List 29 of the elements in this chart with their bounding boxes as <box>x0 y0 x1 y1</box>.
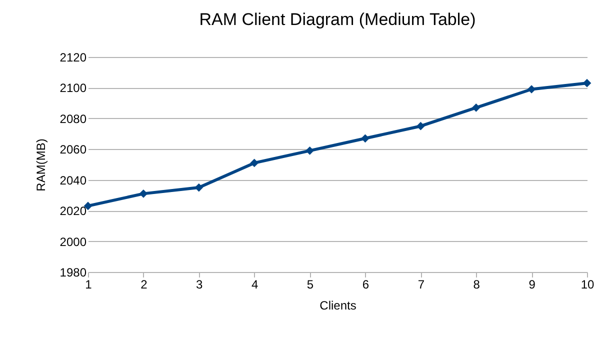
y-axis-title: RAM(MB) <box>34 138 48 192</box>
x-tick-label: 2 <box>140 278 148 292</box>
x-tick-label: 3 <box>196 278 204 292</box>
point <box>194 183 204 192</box>
y-tick-label: 2120 <box>60 50 87 64</box>
point <box>527 85 536 94</box>
x-tick-label: 7 <box>418 278 425 292</box>
point <box>361 134 370 143</box>
x-tick-label: 10 <box>580 278 594 292</box>
point <box>250 158 259 168</box>
point <box>472 103 480 112</box>
point <box>306 146 314 155</box>
y-tick-label: 2080 <box>60 112 87 126</box>
y-tick-label: 2020 <box>60 204 87 218</box>
point <box>416 122 425 130</box>
y-tick-label: 2040 <box>60 173 87 188</box>
chart-title: RAM Client Diagram (Medium Table) <box>199 10 476 29</box>
x-tick-label: 1 <box>85 278 92 292</box>
point <box>139 189 148 198</box>
y-tick-label: 2100 <box>60 81 87 96</box>
x-tick-label: 4 <box>251 278 258 292</box>
x-tick-label: 6 <box>362 278 370 292</box>
y-tick-label: 2000 <box>60 234 87 249</box>
x-tick-label: 9 <box>528 278 536 292</box>
x-axis-title: Clients <box>320 298 356 312</box>
y-tick-label: 2060 <box>60 142 87 157</box>
y-tick-label: 1980 <box>60 266 87 280</box>
x-tick-label: 8 <box>473 278 480 292</box>
x-tick-label: 5 <box>306 278 314 292</box>
